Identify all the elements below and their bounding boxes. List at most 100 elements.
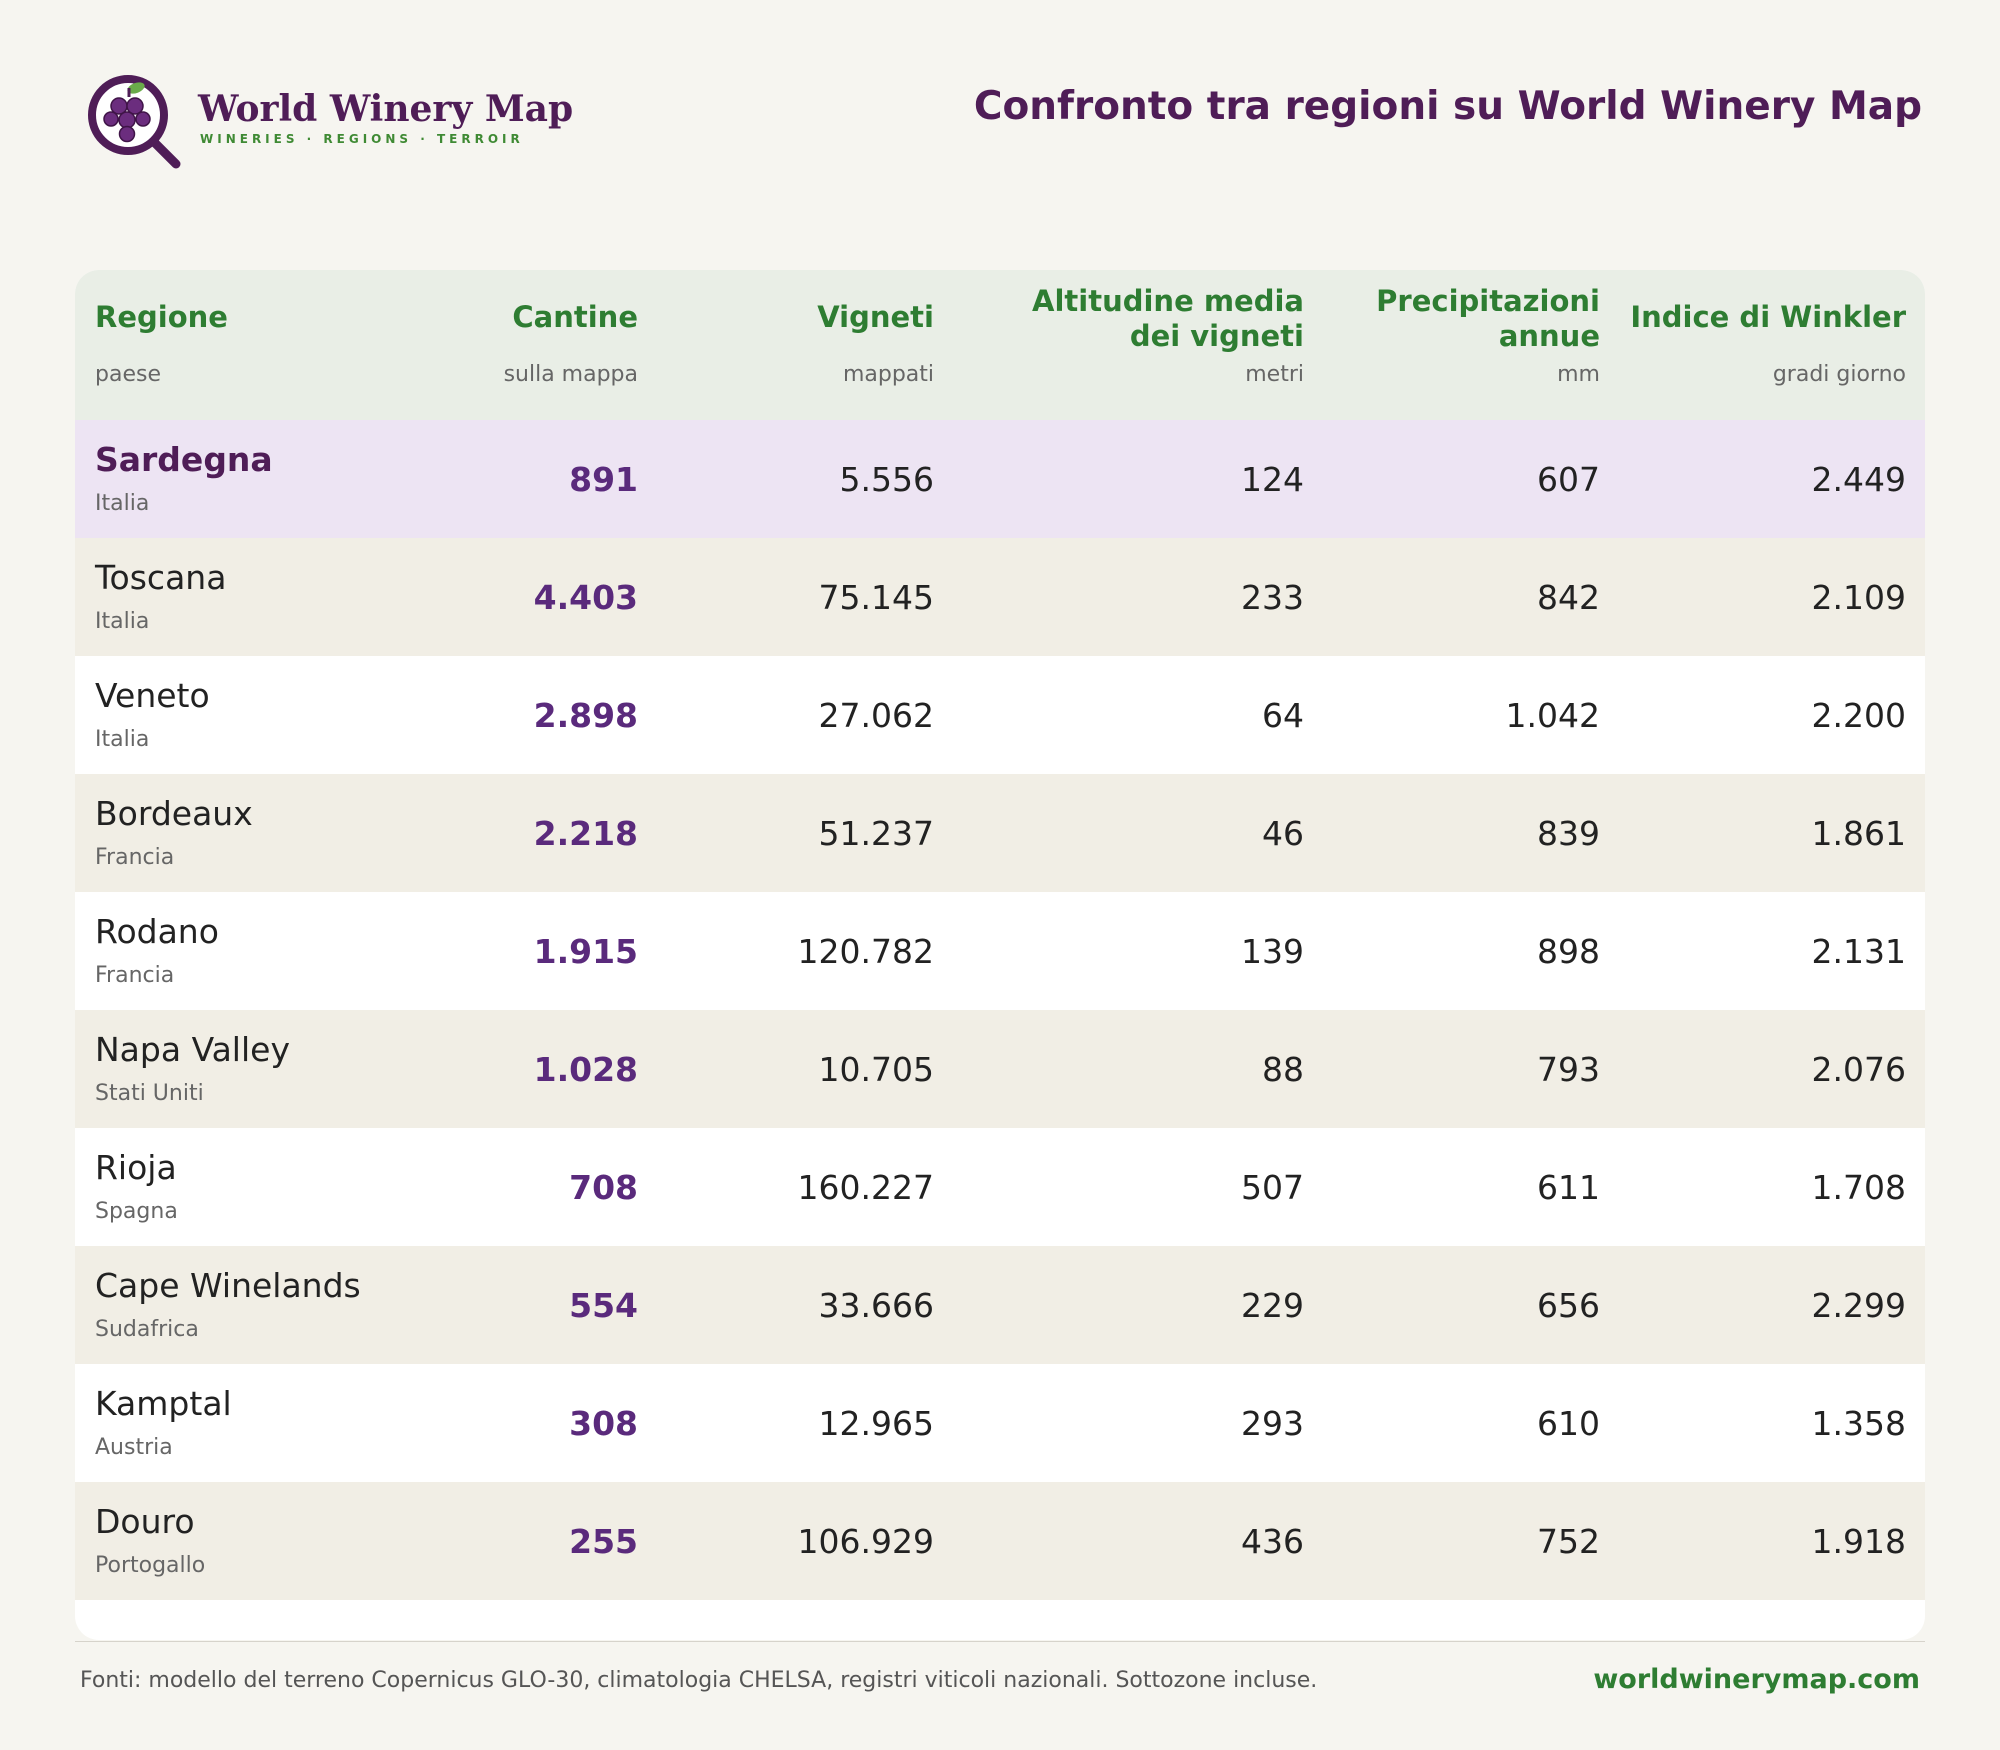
altitude-value: 229 bbox=[1241, 1286, 1304, 1325]
column-subheader-wineries: sulla mappa bbox=[503, 362, 638, 387]
footer-website-link[interactable]: worldwinerymap.com bbox=[1593, 1664, 1920, 1695]
column-subheader-altitude: metri bbox=[1245, 362, 1304, 387]
footer-source-note: Fonti: modello del terreno Copernicus GL… bbox=[80, 1668, 1318, 1693]
winkler-value: 1.918 bbox=[1811, 1522, 1906, 1561]
precipitation-value: 898 bbox=[1537, 932, 1600, 971]
table-row-kamptal[interactable]: Kamptal Austria 308 12.965 293 610 1.358 bbox=[75, 1364, 1925, 1482]
precipitation-value: 611 bbox=[1537, 1168, 1600, 1207]
altitude-value: 139 bbox=[1241, 932, 1304, 971]
header: World Winery Map WINERIES · REGIONS · TE… bbox=[86, 70, 1922, 170]
region-name: Cape Winelands bbox=[95, 1266, 361, 1305]
region-country: Francia bbox=[95, 963, 175, 988]
region-country: Spagna bbox=[95, 1199, 178, 1224]
wineries-count: 1.028 bbox=[533, 1050, 638, 1089]
region-country: Francia bbox=[95, 845, 175, 870]
altitude-value: 436 bbox=[1241, 1522, 1304, 1561]
precipitation-value: 656 bbox=[1537, 1286, 1600, 1325]
altitude-value: 64 bbox=[1262, 696, 1304, 735]
table-row-veneto[interactable]: Veneto Italia 2.898 27.062 64 1.042 2.20… bbox=[75, 656, 1925, 774]
precipitation-value: 793 bbox=[1537, 1050, 1600, 1089]
precipitation-value: 839 bbox=[1537, 814, 1600, 853]
table-row-douro[interactable]: Douro Portogallo 255 106.929 436 752 1.9… bbox=[75, 1482, 1925, 1600]
altitude-value: 46 bbox=[1262, 814, 1304, 853]
table-row-rodano[interactable]: Rodano Francia 1.915 120.782 139 898 2.1… bbox=[75, 892, 1925, 1010]
wineries-count: 2.218 bbox=[533, 814, 638, 853]
region-name: Kamptal bbox=[95, 1384, 232, 1423]
region-country: Austria bbox=[95, 1435, 173, 1460]
column-header-winkler: Indice di Winkler bbox=[1630, 300, 1906, 334]
wineries-count: 308 bbox=[569, 1404, 638, 1443]
winkler-value: 2.131 bbox=[1811, 932, 1906, 971]
table-row-bordeaux[interactable]: Bordeaux Francia 2.218 51.237 46 839 1.8… bbox=[75, 774, 1925, 892]
brand-tagline: WINERIES · REGIONS · TERROIR bbox=[200, 132, 524, 146]
precipitation-value: 607 bbox=[1537, 460, 1600, 499]
region-country: Italia bbox=[95, 491, 150, 516]
column-subheader-region: paese bbox=[95, 362, 161, 387]
altitude-value: 233 bbox=[1241, 578, 1304, 617]
winkler-value: 2.076 bbox=[1811, 1050, 1906, 1089]
region-country: Stati Uniti bbox=[95, 1081, 204, 1106]
vineyards-count: 120.782 bbox=[797, 932, 934, 971]
page-title: Confronto tra regioni su World Winery Ma… bbox=[973, 84, 1922, 129]
precipitation-value: 1.042 bbox=[1505, 696, 1600, 735]
region-name: Rioja bbox=[95, 1148, 177, 1187]
altitude-value: 507 bbox=[1241, 1168, 1304, 1207]
winkler-value: 2.200 bbox=[1811, 696, 1906, 735]
table-row-rioja[interactable]: Rioja Spagna 708 160.227 507 611 1.708 bbox=[75, 1128, 1925, 1246]
region-name: Sardegna bbox=[95, 440, 273, 479]
column-subheader-vineyards: mappati bbox=[842, 362, 934, 387]
region-name: Toscana bbox=[95, 558, 227, 597]
winkler-value: 2.109 bbox=[1811, 578, 1906, 617]
vineyards-count: 106.929 bbox=[797, 1522, 934, 1561]
column-header-vineyards: Vigneti bbox=[817, 300, 934, 334]
region-name: Bordeaux bbox=[95, 794, 253, 833]
column-header-wineries: Cantine bbox=[512, 300, 638, 334]
vineyards-count: 51.237 bbox=[818, 814, 934, 853]
wineries-count: 891 bbox=[569, 460, 638, 499]
region-country: Italia bbox=[95, 727, 150, 752]
region-country: Italia bbox=[95, 609, 150, 634]
winkler-value: 1.708 bbox=[1811, 1168, 1906, 1207]
wineries-count: 2.898 bbox=[533, 696, 638, 735]
vineyards-count: 160.227 bbox=[797, 1168, 934, 1207]
table-row-sardegna[interactable]: Sardegna Italia 891 5.556 124 607 2.449 bbox=[75, 420, 1925, 538]
comparison-table: Regione paese Cantine sulla mappa Vignet… bbox=[75, 270, 1925, 1640]
region-name: Rodano bbox=[95, 912, 219, 951]
region-name: Douro bbox=[95, 1502, 195, 1541]
vineyards-count: 75.145 bbox=[818, 578, 934, 617]
wineries-count: 255 bbox=[569, 1522, 638, 1561]
precipitation-value: 842 bbox=[1537, 578, 1600, 617]
region-name: Veneto bbox=[95, 676, 210, 715]
altitude-value: 293 bbox=[1241, 1404, 1304, 1443]
altitude-value: 124 bbox=[1241, 460, 1304, 499]
column-header-region: Regione bbox=[95, 300, 228, 334]
precipitation-value: 752 bbox=[1537, 1522, 1600, 1561]
precipitation-value: 610 bbox=[1537, 1404, 1600, 1443]
vineyards-count: 27.062 bbox=[818, 696, 934, 735]
region-name: Napa Valley bbox=[95, 1030, 290, 1069]
winkler-value: 1.358 bbox=[1811, 1404, 1906, 1443]
wineries-count: 554 bbox=[569, 1286, 638, 1325]
brand-name: World Winery Map bbox=[198, 88, 574, 130]
vineyards-count: 33.666 bbox=[818, 1286, 934, 1325]
vineyards-count: 5.556 bbox=[839, 460, 934, 499]
column-header-precipitation: Precipitazioni annue bbox=[1376, 284, 1600, 353]
wineries-count: 708 bbox=[569, 1168, 638, 1207]
altitude-value: 88 bbox=[1262, 1050, 1304, 1089]
region-country: Portogallo bbox=[95, 1553, 206, 1578]
winkler-value: 1.861 bbox=[1811, 814, 1906, 853]
wineries-count: 1.915 bbox=[533, 932, 638, 971]
column-subheader-winkler: gradi giorno bbox=[1772, 362, 1906, 387]
table-header: Regione paese Cantine sulla mappa Vignet… bbox=[75, 270, 1925, 420]
column-subheader-precipitation: mm bbox=[1557, 362, 1600, 387]
region-country: Sudafrica bbox=[95, 1317, 199, 1342]
table-row-cape-winelands[interactable]: Cape Winelands Sudafrica 554 33.666 229 … bbox=[75, 1246, 1925, 1364]
footer-divider bbox=[75, 1641, 1925, 1642]
vineyards-count: 10.705 bbox=[818, 1050, 934, 1089]
table-row-toscana[interactable]: Toscana Italia 4.403 75.145 233 842 2.10… bbox=[75, 538, 1925, 656]
winkler-value: 2.299 bbox=[1811, 1286, 1906, 1325]
column-header-altitude: Altitudine media dei vigneti bbox=[1032, 284, 1304, 353]
table-row-napa-valley[interactable]: Napa Valley Stati Uniti 1.028 10.705 88 … bbox=[75, 1010, 1925, 1128]
grape-magnifier-icon[interactable] bbox=[86, 70, 186, 170]
winkler-value: 2.449 bbox=[1811, 460, 1906, 499]
